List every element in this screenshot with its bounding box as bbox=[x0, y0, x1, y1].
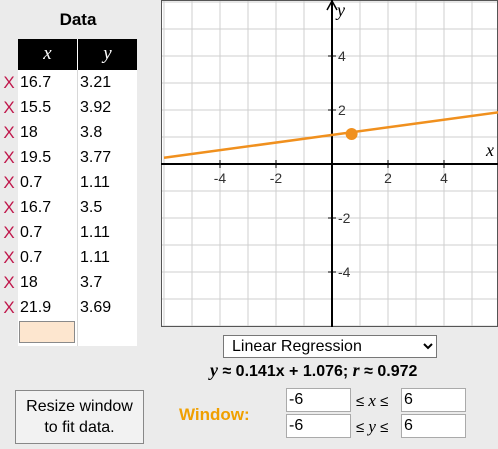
x-max-input[interactable] bbox=[401, 388, 466, 412]
cell-y[interactable]: 3.69 bbox=[80, 299, 112, 316]
cell-y[interactable]: 3.21 bbox=[80, 74, 112, 91]
cell-x[interactable]: 16.7 bbox=[20, 199, 52, 216]
y-tick-label: -2 bbox=[338, 210, 351, 226]
regression-line bbox=[163, 111, 498, 160]
equation-rhs: ≈ 0.141x + 1.076; bbox=[218, 363, 353, 380]
equation-r-var: r bbox=[352, 360, 360, 380]
column-divider bbox=[77, 70, 78, 346]
cell-x[interactable]: 18 bbox=[20, 124, 38, 141]
column-header-y: y bbox=[103, 43, 112, 64]
leq-symbol: ≤ bbox=[356, 419, 365, 436]
cell-y[interactable]: 3.77 bbox=[80, 149, 112, 166]
delete-row-button[interactable]: X bbox=[3, 298, 15, 317]
resize-window-button[interactable]: Resize window to fit data. bbox=[15, 390, 144, 444]
y-tick-label: 2 bbox=[338, 102, 346, 118]
y-max-input[interactable] bbox=[401, 414, 466, 438]
table-row: 0.7 1.11 bbox=[18, 220, 137, 245]
y-axis-label: y bbox=[335, 0, 345, 20]
data-table: 16.7 3.21 15.5 3.92 18 3.8 19.5 3.77 0.7 1.11 16.7… bbox=[18, 70, 137, 346]
table-row: 19.5 3.77 bbox=[18, 145, 137, 170]
plot-marks bbox=[163, 111, 498, 160]
delete-row-button[interactable]: X bbox=[3, 148, 15, 167]
cell-x[interactable]: 16.7 bbox=[20, 74, 52, 91]
cell-x[interactable]: 0.7 bbox=[20, 174, 43, 191]
data-point bbox=[345, 128, 358, 141]
x-tick-label: 4 bbox=[440, 170, 448, 186]
y-range-relation: ≤ y ≤ bbox=[356, 417, 388, 437]
table-row: 16.7 3.5 bbox=[18, 195, 137, 220]
delete-row-button[interactable]: X bbox=[3, 223, 15, 242]
equation-r-value: ≈ 0.972 bbox=[359, 363, 418, 380]
delete-row-button[interactable]: X bbox=[3, 198, 15, 217]
cell-y[interactable]: 1.11 bbox=[80, 174, 110, 191]
cell-x[interactable]: 0.7 bbox=[20, 224, 43, 241]
tick-labels: -4 -2 2 4 4 2 -2 -4 bbox=[214, 48, 448, 280]
cell-y[interactable]: 1.11 bbox=[80, 224, 110, 241]
table-header: x y bbox=[18, 39, 137, 70]
cell-x[interactable]: 0.7 bbox=[20, 249, 43, 266]
delete-row-button[interactable]: X bbox=[3, 173, 15, 192]
y-var-label: y bbox=[368, 417, 376, 436]
cell-y[interactable]: 3.8 bbox=[80, 124, 103, 141]
cell-y[interactable]: 3.5 bbox=[80, 199, 103, 216]
delete-row-button[interactable]: X bbox=[3, 73, 15, 92]
graph-svg: xy -4 -2 2 442-2-4 bbox=[161, 0, 498, 327]
y-tick-label: -4 bbox=[338, 264, 351, 280]
regression-equation: y ≈ 0.141x + 1.076; r ≈ 0.972 bbox=[210, 360, 460, 381]
axes: xy bbox=[161, 0, 498, 327]
column-header-x: x bbox=[18, 39, 78, 70]
leq-symbol: ≤ bbox=[380, 419, 389, 436]
cell-x[interactable]: 21.9 bbox=[20, 299, 52, 316]
y-axis-arrow bbox=[326, 0, 338, 11]
table-row: 18 3.7 bbox=[18, 270, 137, 295]
cell-y[interactable]: 1.11 bbox=[80, 249, 110, 266]
cell-x[interactable]: 19.5 bbox=[20, 149, 52, 166]
x-min-input[interactable] bbox=[286, 388, 351, 412]
x-tick-label: -2 bbox=[270, 170, 283, 186]
cell-y[interactable]: 3.92 bbox=[80, 99, 112, 116]
x-axis-label: x bbox=[485, 140, 494, 160]
table-row: 0.7 1.11 bbox=[18, 245, 137, 270]
x-tick-label: -4 bbox=[214, 170, 227, 186]
leq-symbol: ≤ bbox=[356, 393, 365, 410]
table-row: 16.7 3.21 bbox=[18, 70, 137, 95]
delete-row-button[interactable]: X bbox=[3, 248, 15, 267]
x-var-label: x bbox=[368, 391, 376, 410]
data-title: Data bbox=[59, 10, 97, 29]
cell-x[interactable]: 15.5 bbox=[20, 99, 52, 116]
cell-x[interactable]: 18 bbox=[20, 274, 38, 291]
window-label: Window: bbox=[179, 405, 250, 424]
table-row: 0.7 1.11 bbox=[18, 170, 137, 195]
regression-type-select[interactable]: Linear Regression bbox=[223, 335, 437, 358]
table-row: 18 3.8 bbox=[18, 120, 137, 145]
delete-row-button[interactable]: X bbox=[3, 123, 15, 142]
leq-symbol: ≤ bbox=[380, 393, 389, 410]
delete-row-button[interactable]: X bbox=[3, 98, 15, 117]
equation-y-var: y bbox=[210, 360, 218, 380]
new-entry-input[interactable] bbox=[19, 321, 75, 343]
y-tick-label: 4 bbox=[338, 48, 346, 64]
cell-y[interactable]: 3.7 bbox=[80, 274, 103, 291]
delete-row-button[interactable]: X bbox=[3, 273, 15, 292]
y-min-input[interactable] bbox=[286, 414, 351, 438]
table-row: 15.5 3.92 bbox=[18, 95, 137, 120]
table-row: 21.9 3.69 bbox=[18, 295, 137, 320]
x-range-relation: ≤ x ≤ bbox=[356, 391, 388, 411]
x-tick-label: 2 bbox=[384, 170, 392, 186]
